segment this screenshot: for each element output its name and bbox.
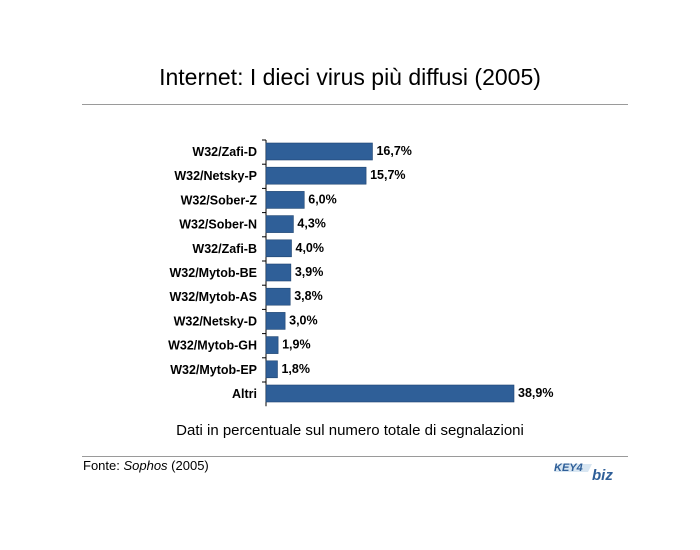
value-label: 1,9% — [282, 338, 311, 352]
category-label: W32/Mytob-AS — [170, 290, 258, 304]
category-label: W32/Sober-Z — [181, 193, 258, 207]
source-note: Fonte: Sophos (2005) — [83, 458, 209, 473]
logo-text-key: KEY4 — [554, 462, 583, 474]
logo-text-biz: biz — [592, 467, 613, 484]
bar — [265, 263, 292, 282]
source-suffix: (2005) — [167, 458, 209, 473]
bottom-divider — [82, 456, 628, 457]
bar — [265, 166, 367, 185]
value-label: 3,9% — [295, 265, 324, 279]
value-label: 4,3% — [297, 217, 326, 231]
bar — [265, 239, 292, 258]
value-label: 15,7% — [370, 168, 405, 182]
source-prefix: Fonte: — [83, 458, 124, 473]
logo-swoosh — [554, 464, 592, 472]
value-label: 38,9% — [518, 386, 553, 400]
category-label: Altri — [232, 387, 257, 401]
source-name: Sophos — [123, 458, 168, 473]
chart-title: Internet: I dieci virus più diffusi (200… — [159, 64, 541, 90]
bar — [265, 215, 294, 233]
key4biz-logo: KEY4 biz — [554, 462, 613, 484]
bar — [265, 142, 373, 161]
category-label: W32/Netsky-D — [174, 314, 257, 328]
category-label: W32/Mytob-GH — [168, 339, 257, 353]
category-label: W32/Zafi-B — [192, 242, 257, 256]
bar — [265, 191, 305, 209]
value-label: 4,0% — [296, 241, 325, 255]
top-divider — [82, 104, 628, 105]
bar — [265, 360, 278, 379]
category-label: W32/Netsky-P — [174, 169, 257, 183]
bar — [265, 312, 286, 330]
bar — [265, 384, 515, 403]
value-label: 6,0% — [308, 192, 337, 206]
bar — [265, 336, 279, 354]
value-label: 3,0% — [289, 313, 318, 327]
category-label: W32/Zafi-D — [192, 145, 257, 159]
category-label: W32/Mytob-BE — [170, 266, 258, 280]
category-label: W32/Sober-N — [179, 218, 257, 232]
chart-caption: Dati in percentuale sul numero totale di… — [176, 422, 524, 439]
value-label: 1,8% — [281, 362, 310, 376]
value-label: 16,7% — [376, 144, 411, 158]
value-label: 3,8% — [294, 289, 323, 303]
bar — [265, 287, 291, 306]
category-label: W32/Mytob-EP — [170, 363, 257, 377]
